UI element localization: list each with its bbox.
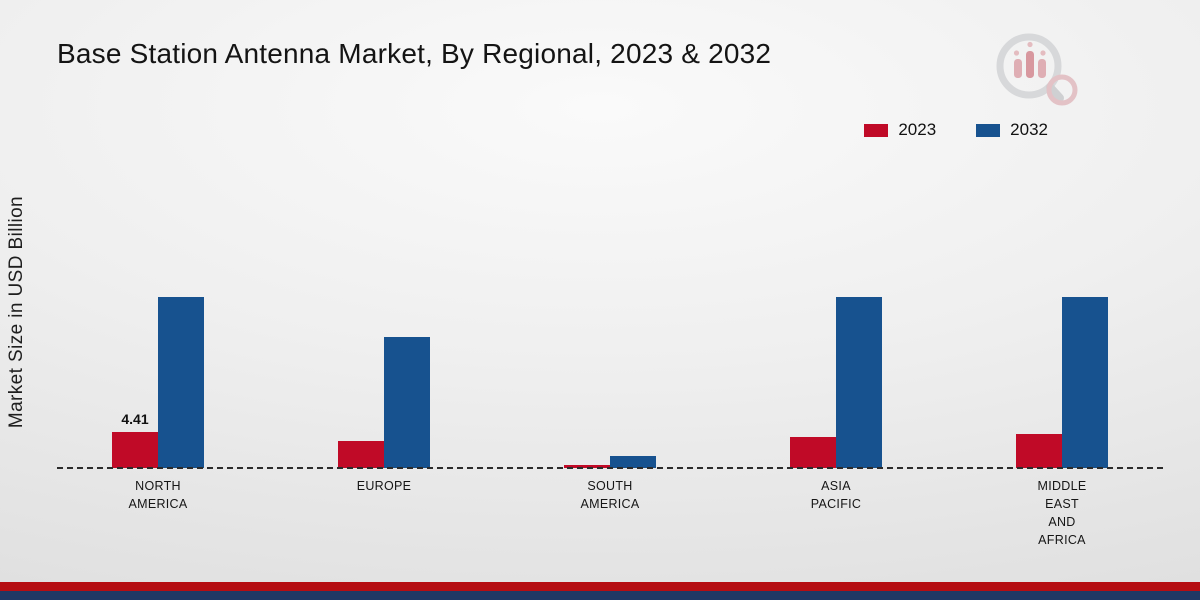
category-label-2: SOUTH AMERICA bbox=[580, 479, 640, 512]
bar-group-2 bbox=[564, 456, 656, 468]
chart-title: Base Station Antenna Market, By Regional… bbox=[57, 38, 772, 69]
legend-swatch-2032 bbox=[976, 123, 1001, 137]
bar-2032-category-4 bbox=[1062, 297, 1108, 468]
category-label-0: NORTH AMERICA bbox=[128, 479, 188, 512]
bar-2032-category-2 bbox=[610, 456, 656, 468]
x-axis-labels: NORTH AMERICA EUROPE SOUTH AMERICA ASIA PAC… bbox=[45, 477, 1175, 567]
chart-legend: 2023 2032 bbox=[864, 120, 1048, 140]
bar-2023-category-2 bbox=[564, 465, 610, 468]
legend-item-2032: 2032 bbox=[976, 120, 1048, 140]
bar-2023-category-1 bbox=[338, 441, 384, 468]
legend-label-2032: 2032 bbox=[1010, 120, 1048, 139]
bar-2023-category-4 bbox=[1016, 434, 1062, 468]
bar-2032-category-3 bbox=[836, 297, 882, 468]
bar-group-4 bbox=[1016, 297, 1108, 468]
brand-logo bbox=[996, 33, 1078, 106]
bar-value-label: 4.41 bbox=[121, 411, 149, 427]
plot-area: 4.41 bbox=[45, 170, 1175, 469]
bar-2032-category-0 bbox=[158, 297, 204, 468]
y-axis-label: Market Size in USD Billion bbox=[6, 196, 27, 429]
bar-2023-category-3 bbox=[790, 437, 836, 468]
bar-group-3 bbox=[790, 297, 882, 468]
bar-group-1 bbox=[338, 337, 430, 468]
category-label-3: ASIA PACIFIC bbox=[810, 479, 862, 512]
bar-2032-category-1 bbox=[384, 337, 430, 468]
legend-swatch-2023 bbox=[864, 123, 889, 137]
legend-item-2023: 2023 bbox=[864, 120, 936, 140]
x-axis-baseline bbox=[57, 467, 1163, 469]
bar-2023-category-0: 4.41 bbox=[112, 411, 158, 468]
category-label-1: EUROPE bbox=[356, 479, 412, 493]
legend-label-2023: 2023 bbox=[898, 120, 937, 139]
category-label-4: MIDDLE EAST AND AFRICA bbox=[1037, 479, 1087, 548]
footer-blue-strip bbox=[0, 591, 1200, 600]
footer-red-strip bbox=[0, 582, 1200, 591]
bar-group-0: 4.41 bbox=[112, 297, 204, 468]
